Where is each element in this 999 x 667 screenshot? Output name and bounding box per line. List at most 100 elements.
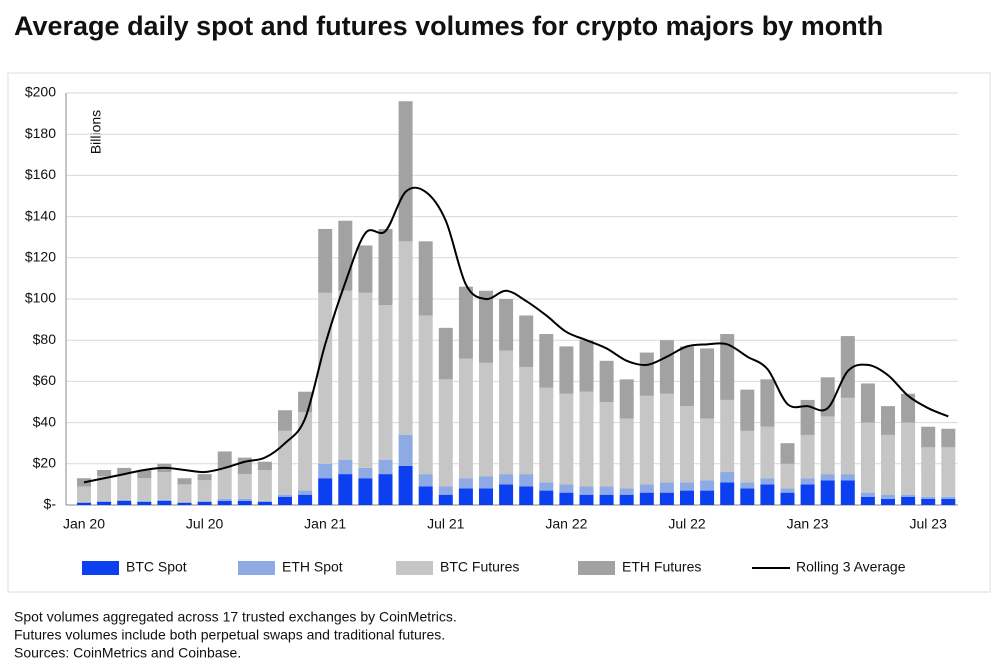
bar-segment	[820, 416, 835, 475]
bar-segment	[398, 434, 413, 466]
bar-segment	[499, 484, 514, 505]
bar-segment	[599, 494, 614, 505]
bar-segment	[941, 498, 956, 505]
bar-segment	[338, 474, 353, 505]
x-tick-label: Jan 22	[545, 516, 587, 532]
bar-segment	[298, 490, 313, 495]
bar-segment	[438, 486, 453, 495]
bar-segment	[137, 500, 152, 502]
bar-segment	[780, 488, 795, 493]
bar-segment	[97, 469, 112, 477]
bar-segment	[760, 478, 775, 485]
bar-segment	[800, 484, 815, 505]
bar-segment	[338, 459, 353, 475]
note: Spot volumes aggregated across 17 truste…	[14, 609, 457, 625]
bar-segment	[780, 443, 795, 464]
bar-segment	[659, 340, 674, 394]
y-tick-label: $180	[25, 125, 56, 141]
legend-swatch	[396, 561, 433, 575]
bar-segment	[780, 492, 795, 505]
legend-label: BTC Spot	[126, 559, 187, 575]
bar-segment	[137, 478, 152, 501]
bar-segment	[740, 389, 755, 431]
bar-segment	[539, 334, 554, 388]
bar-segment	[338, 290, 353, 460]
bar-segment	[579, 494, 594, 505]
bar-segment	[559, 492, 574, 505]
bar-segment	[639, 484, 654, 493]
bar-segment	[398, 101, 413, 242]
bar-segment	[117, 499, 132, 501]
bar-segment	[438, 327, 453, 380]
bar-segment	[298, 494, 313, 505]
bar-segment	[318, 478, 333, 505]
y-tick-label: $100	[25, 290, 56, 306]
bar-segment	[97, 500, 112, 502]
bar-segment	[579, 391, 594, 487]
bar-segment	[700, 490, 715, 505]
bar-segment	[619, 418, 634, 489]
bar-segment	[760, 426, 775, 479]
bar-segment	[800, 478, 815, 485]
chart-panel	[7, 72, 991, 593]
bar-segment	[680, 406, 694, 483]
bar-segment	[197, 474, 212, 481]
bar-segment	[197, 480, 212, 501]
bar-segment	[579, 340, 594, 392]
bar-segment	[197, 500, 212, 502]
bar-segment	[257, 500, 272, 502]
line	[83, 186, 949, 484]
y-tick-label: $120	[25, 249, 56, 265]
bar-segment	[318, 463, 333, 479]
bar-segment	[820, 480, 835, 505]
bar-segment	[298, 412, 313, 491]
bar-segment	[479, 488, 493, 505]
bar-segment	[740, 488, 755, 505]
y-tick-label: $60	[33, 372, 57, 388]
legend-swatch	[578, 561, 615, 575]
bar-segment	[117, 500, 132, 505]
bar-segment	[659, 393, 674, 483]
bar-segment	[398, 465, 413, 505]
bar-segment	[680, 346, 694, 407]
x-tick-label: Jan 20	[63, 516, 105, 532]
bar-segment	[458, 286, 473, 359]
bar-segment	[318, 292, 333, 464]
bar-segment	[358, 245, 373, 293]
bar-segment	[398, 241, 413, 435]
x-tick-label: Jul 21	[427, 516, 465, 532]
bar-segment	[599, 486, 614, 495]
bar-segment	[720, 472, 735, 483]
bar-segment	[257, 501, 272, 505]
bar-segment	[559, 393, 574, 485]
bar-segment	[840, 336, 855, 398]
bar-segment	[217, 467, 232, 499]
bar-segment	[77, 486, 91, 502]
bar-segment	[559, 346, 574, 394]
bar-segment	[157, 499, 172, 501]
bar-segment	[820, 474, 835, 481]
bar-segment	[941, 447, 956, 497]
bar-segment	[458, 358, 473, 479]
bar-segment	[237, 498, 252, 501]
bar-segment	[358, 467, 373, 479]
bar-segment	[117, 467, 132, 475]
bar-segment	[278, 496, 292, 505]
bar-segment	[177, 478, 192, 485]
bar-segment	[378, 228, 393, 306]
bar-segment	[921, 447, 936, 497]
bar-segment	[479, 362, 493, 477]
x-tick-label: Jan 23	[787, 516, 829, 532]
legend-swatch	[238, 561, 275, 575]
bar-segment	[237, 474, 252, 499]
bar-segment	[941, 428, 956, 448]
bar-segment	[579, 486, 594, 495]
bar-segment	[378, 459, 393, 475]
bar-segment	[177, 484, 192, 502]
bar-segment	[418, 241, 433, 316]
bar-segment	[418, 486, 433, 505]
bar-segment	[860, 422, 875, 493]
bar-segment	[458, 488, 473, 505]
bar-segment	[539, 482, 554, 491]
bar-segment	[217, 500, 232, 505]
